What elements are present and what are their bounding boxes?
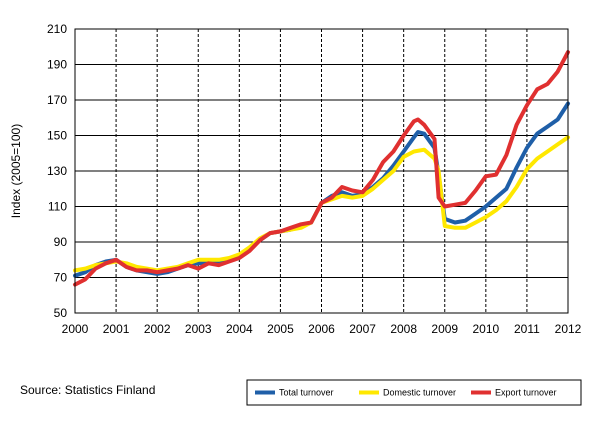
x-tick-label: 2000 <box>62 322 89 336</box>
y-tick-label: 130 <box>47 164 67 178</box>
x-tick-label: 2009 <box>431 322 458 336</box>
plot-frame <box>74 28 569 314</box>
source-note: Source: Statistics Finland <box>20 383 156 397</box>
y-tick-label: 90 <box>54 235 68 249</box>
y-tick-labels: 50 70 90 110 130 150 170 190 210 <box>47 22 67 320</box>
x-tick-label: 2012 <box>555 322 582 336</box>
series-layer <box>73 50 570 287</box>
x-tick-label: 2011 <box>514 322 540 336</box>
x-tick-labels: 2000 2001 2002 2003 2004 2005 2006 2007 2008 2009… <box>62 322 582 336</box>
x-tick-label: 2008 <box>390 322 417 336</box>
x-tick-label: 2005 <box>267 322 294 336</box>
x-tick-label: 2007 <box>349 322 376 336</box>
y-tick-label: 190 <box>47 58 67 72</box>
y-tick-label: 150 <box>47 129 67 143</box>
legend: Total turnover Domestic turnover Export tu… <box>246 379 582 406</box>
x-tick-label: 2004 <box>226 322 253 336</box>
y-tick-label: 210 <box>47 22 67 36</box>
legend-label: Export turnover <box>495 388 557 398</box>
y-axis-label: Index (2005=100) <box>9 124 23 218</box>
x-tick-label: 2001 <box>103 322 130 336</box>
legend-box <box>246 379 582 406</box>
x-tick-label: 2010 <box>472 322 499 336</box>
series-line-export-turnover <box>73 50 570 287</box>
legend-label: Domestic turnover <box>383 388 456 398</box>
x-tick-label: 2003 <box>185 322 212 336</box>
grid <box>75 28 568 314</box>
x-tick-label: 2002 <box>144 322 171 336</box>
y-tick-label: 170 <box>47 93 67 107</box>
y-tick-label: 70 <box>54 271 68 285</box>
y-tick-label: 110 <box>48 200 67 214</box>
y-tick-label: 50 <box>54 306 68 320</box>
x-tick-label: 2006 <box>308 322 335 336</box>
legend-label: Total turnover <box>279 388 334 398</box>
